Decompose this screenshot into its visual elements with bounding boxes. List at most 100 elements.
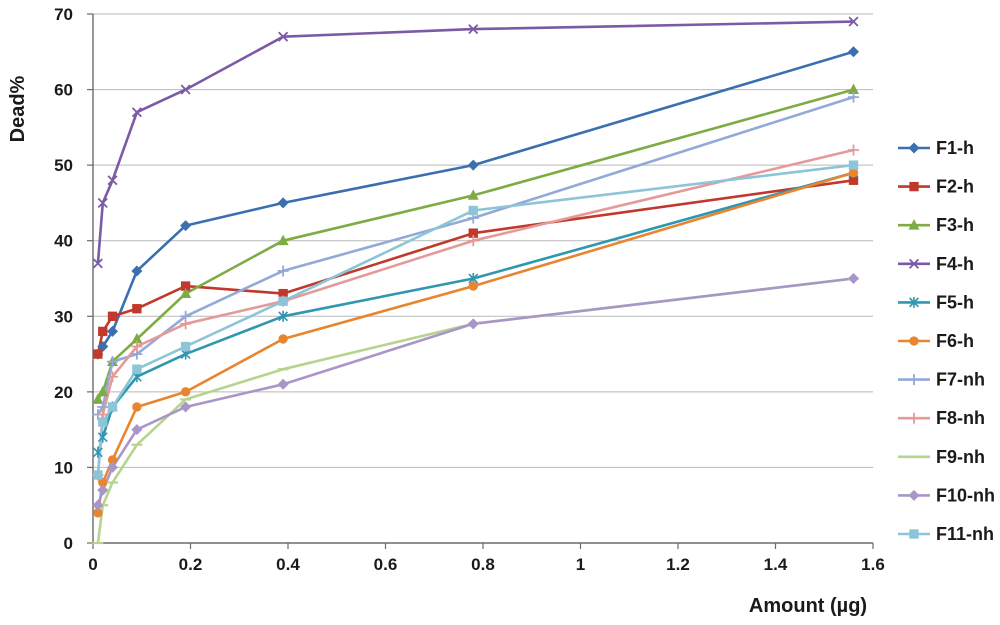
legend-item-F1-h: F1-h xyxy=(898,138,974,158)
data-point-F3-h-0 xyxy=(92,393,104,404)
y-tick-label: 30 xyxy=(54,307,73,326)
data-point-F7-nh-2 xyxy=(107,356,118,368)
data-point-F6-h-6 xyxy=(468,281,478,291)
data-point-F11-nh-4 xyxy=(180,341,191,352)
legend-item-F3-h: F3-h xyxy=(898,215,974,235)
data-point-F10-nh-5 xyxy=(277,378,289,390)
data-point-F7-nh-5 xyxy=(277,265,289,277)
legend-marker xyxy=(909,529,919,539)
legend-label: F1-h xyxy=(936,138,974,158)
data-point-F6-h-7 xyxy=(848,168,859,178)
series-line-F4-h xyxy=(96,20,854,264)
legend-item-F4-h: F4-h xyxy=(898,254,974,274)
data-point-F2-h-5 xyxy=(278,288,288,299)
data-point-F10-nh-4 xyxy=(180,401,192,413)
data-point-F1-h-6 xyxy=(467,159,479,171)
x-tick-label: 1.2 xyxy=(666,555,690,574)
legend-marker xyxy=(908,219,920,230)
data-point-F3-h-6 xyxy=(467,189,479,200)
x-tick-label: 0.2 xyxy=(179,555,203,574)
x-tick-label: 1.6 xyxy=(861,555,885,574)
data-point-F4-h-2 xyxy=(107,175,118,186)
x-tick-labels: 0 0.2 0.4 0.6 0.8 1 1.2 1.4 1.6 xyxy=(88,543,885,574)
data-point-F11-nh-3 xyxy=(132,364,142,374)
data-point-F8-nh-2 xyxy=(107,371,118,383)
data-point-F10-nh-2 xyxy=(107,461,118,473)
legend-label: F3-h xyxy=(936,215,974,235)
data-point-F4-h-6 xyxy=(468,24,479,35)
legend-label: F9-nh xyxy=(936,447,985,467)
data-point-F6-h-5 xyxy=(278,334,288,344)
legend-marker xyxy=(908,258,920,269)
data-point-F10-nh-3 xyxy=(131,424,143,436)
series-line-F9-nh xyxy=(96,277,854,544)
data-point-F6-h-1 xyxy=(98,477,108,488)
data-point-F11-nh-2 xyxy=(107,402,118,412)
legend-label: F10-nh xyxy=(936,485,995,505)
legend-marker xyxy=(908,374,920,386)
data-point-F2-h-1 xyxy=(98,326,108,337)
legend-item-F11-nh: F11-nh xyxy=(898,524,994,544)
legend-marker xyxy=(909,181,919,192)
legend-item-F10-nh: F10-nh xyxy=(898,485,995,505)
data-point-F11-nh-5 xyxy=(278,296,288,306)
x-tick-label: 0.6 xyxy=(374,555,398,574)
data-point-F1-h-2 xyxy=(107,325,118,337)
data-point-F11-nh-1 xyxy=(98,417,108,427)
legend-marker xyxy=(909,296,919,308)
data-point-F1-h-5 xyxy=(277,197,289,209)
data-point-F6-h-4 xyxy=(180,387,191,397)
data-point-F2-h-4 xyxy=(180,281,191,291)
data-point-F4-h-7 xyxy=(848,16,859,27)
legend-marker xyxy=(909,336,919,346)
axes xyxy=(92,14,873,544)
data-point-F6-h-2 xyxy=(107,455,118,465)
data-point-F10-nh-1 xyxy=(97,484,109,496)
y-tick-label: 60 xyxy=(54,81,73,100)
legend-item-F7-nh: F7-nh xyxy=(898,370,985,390)
data-point-F10-nh-6 xyxy=(467,318,479,330)
data-point-F6-h-0 xyxy=(93,508,103,518)
series-line-F5-h xyxy=(96,171,854,453)
legend-label: F8-nh xyxy=(936,408,985,428)
y-tick-labels: 0 10 20 30 40 50 60 70 xyxy=(54,5,93,553)
x-tick-label: 0 xyxy=(88,555,97,574)
data-point-F2-h-0 xyxy=(93,349,103,359)
data-point-F2-h-3 xyxy=(132,304,142,314)
data-point-F1-h-7 xyxy=(848,46,859,58)
legend-label: F2-h xyxy=(936,177,974,197)
data-point-F3-h-4 xyxy=(180,287,192,299)
legend-item-F2-h: F2-h xyxy=(898,177,974,197)
data-point-F1-h-3 xyxy=(131,265,143,277)
data-point-F8-nh-6 xyxy=(467,235,479,247)
legend: F1-h F2-h F3-h F4-h F5-h F6-h F7-nh F8-nh F9-nh F… xyxy=(898,138,995,544)
data-point-F1-h-1 xyxy=(97,341,109,353)
series-line-F6-h xyxy=(96,171,854,514)
data-point-F11-nh-6 xyxy=(468,205,478,216)
data-point-F5-h-1 xyxy=(97,431,108,443)
data-point-F5-h-0 xyxy=(92,446,103,458)
y-tick-label: 70 xyxy=(54,5,73,24)
legend-label: F11-nh xyxy=(936,524,994,544)
legend-item-F9-nh: F9-nh xyxy=(898,447,985,467)
legend-label: F7-nh xyxy=(936,370,985,390)
data-point-F8-nh-7 xyxy=(848,144,859,156)
x-tick-label: 0.8 xyxy=(471,555,495,574)
data-point-F3-h-5 xyxy=(277,234,289,246)
x-tick-label: 1.4 xyxy=(764,555,788,574)
legend-item-F8-nh: F8-nh xyxy=(898,408,985,428)
y-tick-label: 50 xyxy=(54,156,73,175)
data-point-F1-h-4 xyxy=(180,220,192,232)
data-point-F4-h-1 xyxy=(97,197,108,208)
data-point-F4-h-0 xyxy=(92,258,103,269)
legend-item-F6-h: F6-h xyxy=(898,331,974,351)
data-point-F6-h-3 xyxy=(132,402,142,412)
series-line-F7-nh xyxy=(96,95,854,416)
legend-label: F4-h xyxy=(936,254,974,274)
legend-marker xyxy=(908,489,920,501)
x-axis-title: Amount (µg) xyxy=(749,595,867,617)
y-tick-label: 0 xyxy=(64,534,73,553)
data-point-F2-h-2 xyxy=(107,311,118,321)
series-markers xyxy=(92,16,859,545)
